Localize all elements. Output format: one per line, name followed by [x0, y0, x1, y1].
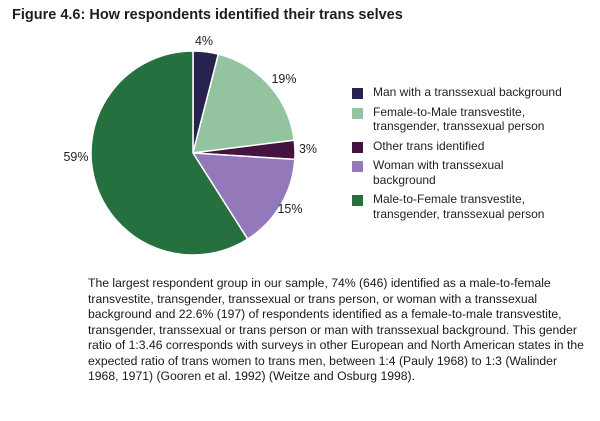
legend-item: Other trans identified — [352, 139, 592, 154]
pie-slice — [90, 50, 249, 256]
legend-swatch — [352, 161, 363, 172]
pie-slice — [191, 152, 296, 241]
pie-chart: 4% 19% 3% 15% 59% — [63, 34, 317, 256]
pie-slice — [191, 53, 296, 154]
slice-percent-label: 19% — [271, 72, 296, 86]
legend-swatch — [352, 195, 363, 206]
figure-caption: The largest respondent group in our samp… — [88, 276, 584, 383]
slice-percent-label: 59% — [63, 150, 88, 164]
chart-legend: Man with a transsexual background Female… — [352, 85, 592, 226]
legend-label: Other trans identified — [373, 138, 485, 153]
legend-item: Woman with transsexual background — [352, 158, 592, 187]
slice-percent-label: 4% — [195, 34, 213, 48]
legend-item: Male-to-Female transvestite, transgender… — [352, 192, 592, 221]
legend-item: Female-to-Male transvestite, transgender… — [352, 105, 592, 134]
legend-swatch — [352, 88, 363, 99]
legend-label: Woman with transsexual background — [373, 158, 504, 187]
legend-swatch — [352, 141, 363, 153]
legend-swatch — [352, 107, 363, 119]
legend-item: Man with a transsexual background — [352, 85, 592, 100]
slice-percent-label: 3% — [299, 142, 317, 156]
legend-label: Man with a transsexual background — [373, 85, 562, 99]
legend-label: Male-to-Female transvestite, transgender… — [373, 192, 545, 221]
slice-percent-label: 15% — [277, 202, 302, 216]
figure-title: Figure 4.6: How respondents identified t… — [12, 7, 403, 23]
legend-label: Female-to-Male transvestite, transgender… — [373, 104, 545, 134]
